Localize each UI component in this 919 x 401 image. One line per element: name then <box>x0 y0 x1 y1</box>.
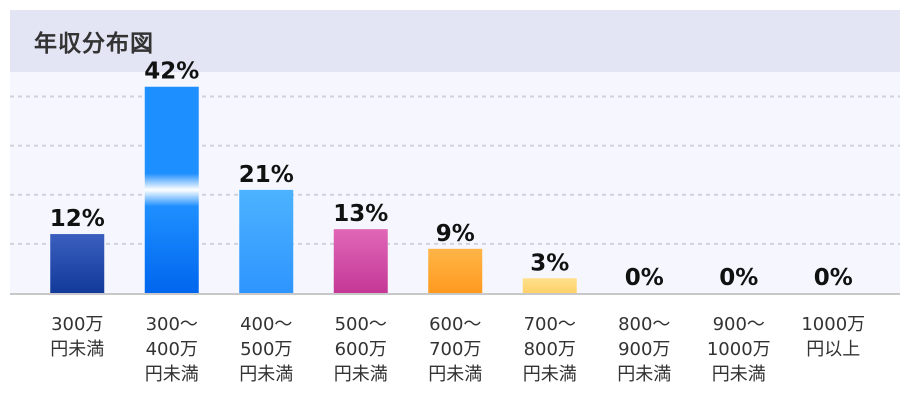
category-label-4: 600～ 700万円未満 <box>428 314 482 385</box>
category-label-2: 400～ 500万円未満 <box>239 314 293 385</box>
value-label-4: 9% <box>436 221 475 247</box>
category-label-line: 円未満 <box>617 364 671 385</box>
category-label-line: 600万 <box>335 339 387 360</box>
category-label-7: 900～ 1000万円未満 <box>707 314 771 385</box>
category-label-line: 円未満 <box>239 364 293 385</box>
value-label-6: 0% <box>625 265 664 291</box>
value-label-5: 3% <box>530 250 569 276</box>
category-label-line: 400～ <box>240 314 292 335</box>
bar-1 <box>144 86 199 293</box>
category-label-8: 1000万円以上 <box>801 314 865 360</box>
value-label-1: 42% <box>144 59 199 85</box>
bar-3 <box>333 229 388 293</box>
value-label-8: 0% <box>814 265 853 291</box>
bar-4 <box>428 248 483 293</box>
value-label-2: 21% <box>239 162 294 188</box>
value-label-0: 12% <box>50 206 105 232</box>
category-label-line: 円未満 <box>145 364 199 385</box>
category-label-line: 700万 <box>429 339 481 360</box>
category-label-1: 300～ 400万円未満 <box>145 314 199 385</box>
bars <box>50 86 577 293</box>
category-label-line: 円未満 <box>50 339 104 360</box>
chart-title: 年収分布図 <box>34 31 154 57</box>
category-label-6: 800～ 900万円未満 <box>617 314 671 385</box>
category-label-line: 円未満 <box>523 364 577 385</box>
category-label-line: 300～ <box>146 314 198 335</box>
bar-5 <box>522 278 577 293</box>
bar-2 <box>239 189 294 293</box>
value-label-3: 13% <box>333 201 388 227</box>
bar-0 <box>50 234 105 293</box>
category-label-line: 900～ <box>713 314 765 335</box>
category-label-line: 300万 <box>51 314 103 335</box>
category-label-line: 800万 <box>524 339 576 360</box>
panel-header: 年収分布図 <box>10 10 900 72</box>
category-label-line: 900万 <box>618 339 670 360</box>
category-label-line: 500～ <box>335 314 387 335</box>
category-label-line: 円未満 <box>712 364 766 385</box>
value-label-7: 0% <box>719 265 758 291</box>
category-label-5: 700～ 800万円未満 <box>523 314 577 385</box>
category-label-line: 円以上 <box>806 339 860 360</box>
category-label-line: 1000万 <box>801 314 865 335</box>
value-labels: 12% 42% 21% 13% 9% 3% 0% 0% 0% <box>50 59 853 291</box>
category-label-3: 500～ 600万円未満 <box>334 314 388 385</box>
category-label-line: 円未満 <box>334 364 388 385</box>
category-label-line: 500万 <box>240 339 292 360</box>
category-label-line: 1000万 <box>707 339 771 360</box>
category-label-line: 円未満 <box>428 364 482 385</box>
category-label-line: 600～ <box>429 314 481 335</box>
category-label-line: 800～ <box>618 314 670 335</box>
category-label-line: 700～ <box>524 314 576 335</box>
category-label-line: 400万 <box>146 339 198 360</box>
category-label-0: 300万円未満 <box>50 314 104 360</box>
